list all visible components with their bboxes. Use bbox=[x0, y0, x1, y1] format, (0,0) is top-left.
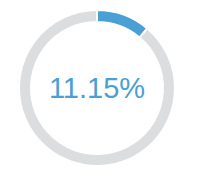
svg-text:11.15%: 11.15% bbox=[49, 72, 145, 104]
